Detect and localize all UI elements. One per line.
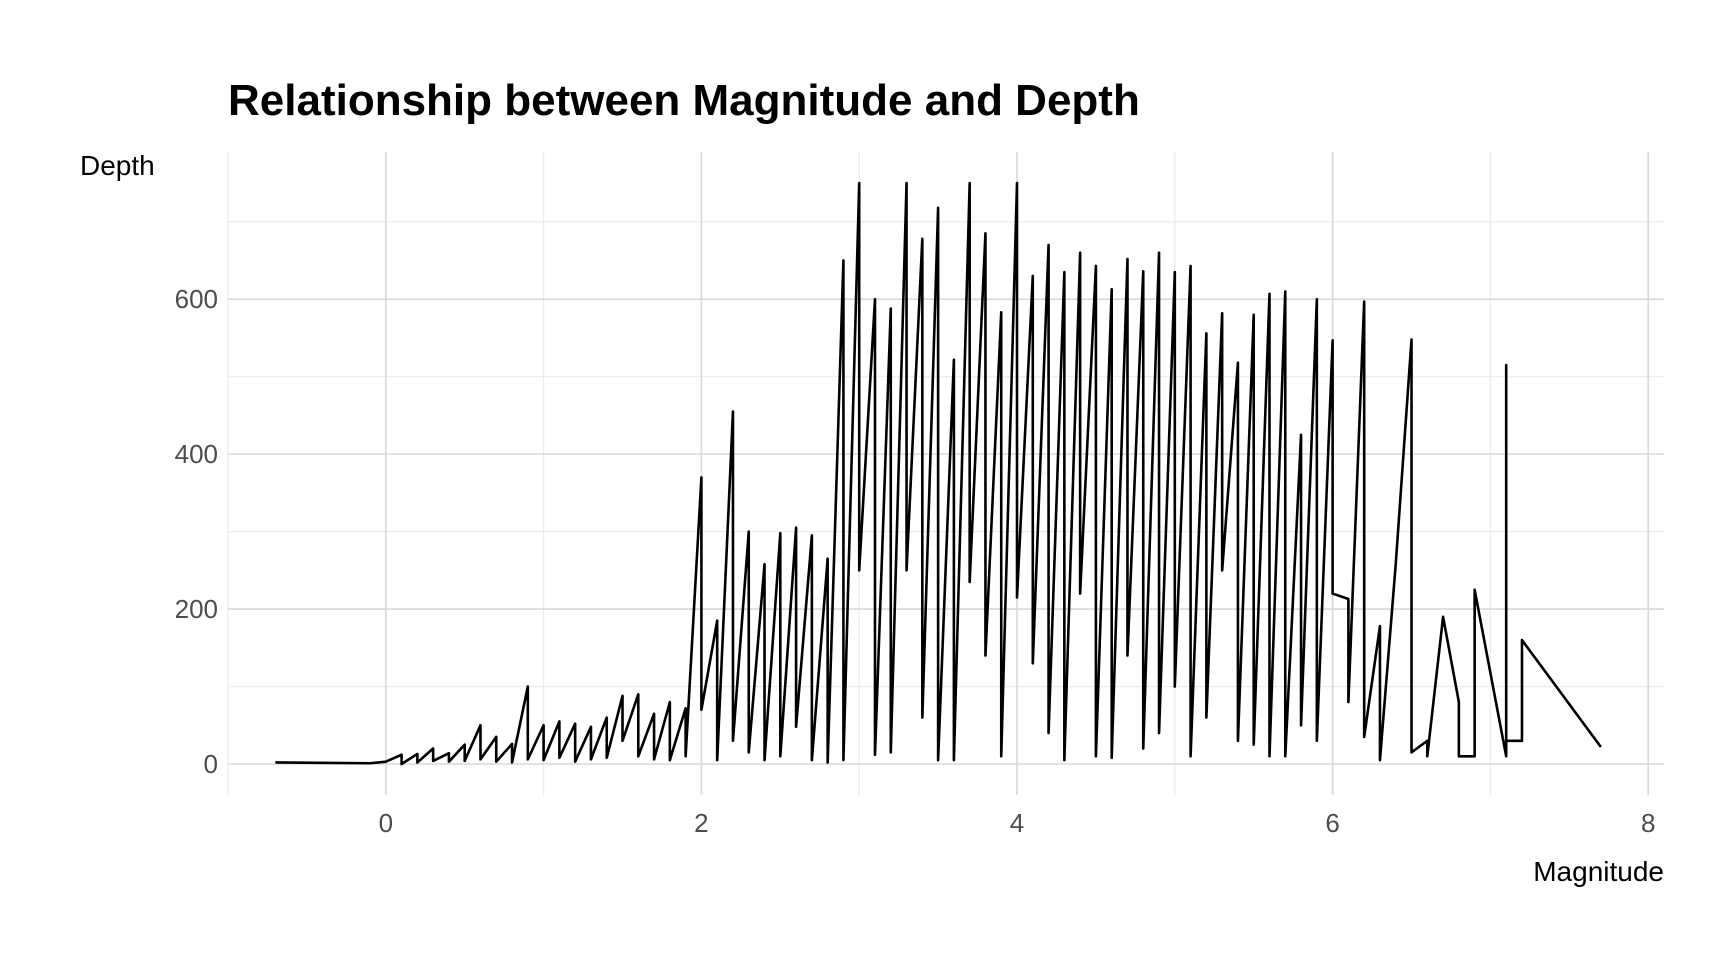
x-axis-title: Magnitude bbox=[1533, 856, 1664, 887]
chart-title: Relationship between Magnitude and Depth bbox=[228, 76, 1140, 125]
y-tick-label: 600 bbox=[175, 284, 218, 314]
x-tick-label: 2 bbox=[694, 808, 708, 838]
major-gridlines bbox=[228, 152, 1664, 795]
y-tick-label: 200 bbox=[175, 594, 218, 624]
x-tick-label: 0 bbox=[379, 808, 393, 838]
x-tick-label: 8 bbox=[1641, 808, 1655, 838]
series-line bbox=[275, 181, 1602, 766]
x-tick-label: 4 bbox=[1010, 808, 1024, 838]
series-layer bbox=[275, 181, 1602, 766]
minor-gridlines bbox=[227, 152, 1664, 795]
y-axis-title: Depth bbox=[80, 150, 155, 181]
y-tick-label: 400 bbox=[175, 439, 218, 469]
y-tick-labels: 0 200 400 600 bbox=[175, 284, 218, 779]
x-tick-label: 6 bbox=[1325, 808, 1339, 838]
x-tick-labels: 0 2 4 6 8 bbox=[379, 808, 1656, 838]
y-tick-label: 0 bbox=[204, 749, 218, 779]
